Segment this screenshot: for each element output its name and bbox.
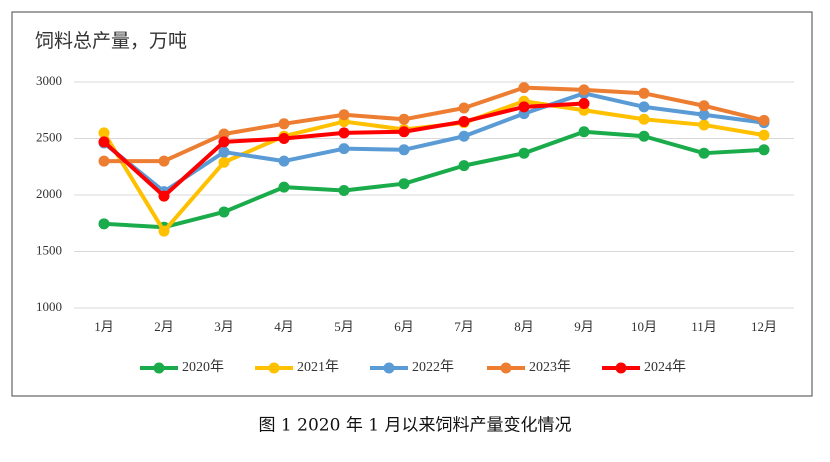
data-point: [518, 147, 530, 159]
data-point: [98, 136, 110, 148]
data-point: [278, 118, 290, 130]
chart-frame: [11, 11, 813, 397]
x-tick-label: 6月: [394, 319, 414, 334]
data-point: [398, 178, 410, 190]
data-point: [278, 155, 290, 167]
legend-marker: [153, 362, 165, 374]
legend-label: 2021年: [297, 359, 339, 375]
data-point: [278, 181, 290, 193]
data-point: [278, 133, 290, 144]
legend-label: 2024年: [644, 359, 686, 375]
data-point: [458, 116, 470, 128]
data-point: [578, 84, 590, 96]
data-point: [218, 146, 230, 158]
data-point: [518, 82, 530, 94]
data-point: [698, 109, 710, 121]
data-point: [158, 155, 170, 167]
data-point: [578, 126, 590, 138]
data-point: [158, 190, 170, 202]
data-point: [758, 114, 770, 126]
data-point: [218, 136, 230, 148]
data-point: [218, 206, 230, 218]
data-point: [698, 100, 710, 112]
legend-marker: [615, 362, 627, 374]
data-point: [338, 127, 350, 139]
x-tick-label: 8月: [514, 319, 534, 334]
data-point: [638, 101, 650, 113]
data-point: [458, 130, 470, 142]
y-tick-label: 1000: [36, 299, 62, 314]
data-point: [218, 156, 230, 168]
data-point: [398, 126, 410, 138]
series-line: [103, 129, 765, 230]
legend-marker: [500, 362, 512, 374]
x-tick-label: 9月: [574, 319, 594, 334]
data-point: [698, 119, 710, 131]
data-point: [458, 160, 470, 172]
data-point: [338, 109, 350, 121]
data-point: [698, 147, 710, 159]
x-tick-label: 1月: [94, 319, 114, 334]
x-tick-label: 3月: [214, 319, 234, 334]
data-point: [758, 129, 770, 141]
data-point: [98, 218, 110, 230]
x-tick-label: 10月: [631, 319, 657, 334]
y-tick-label: 1500: [36, 242, 62, 257]
legend-label: 2022年: [412, 359, 454, 375]
data-point: [458, 102, 470, 114]
data-point: [398, 113, 410, 125]
x-tick-label: 12月: [751, 319, 777, 334]
y-tick-label: 3000: [36, 73, 62, 88]
chart-title: 饲料总产量，万吨: [35, 30, 187, 52]
data-point: [398, 144, 410, 156]
y-tick-label: 2500: [36, 129, 62, 144]
data-point: [578, 97, 590, 109]
data-point: [338, 143, 350, 155]
legend-marker: [268, 362, 280, 374]
data-point: [758, 144, 770, 156]
data-point: [638, 87, 650, 99]
x-tick-label: 11月: [691, 319, 717, 334]
series-line: [102, 91, 765, 194]
x-tick-label: 7月: [454, 319, 474, 334]
legend-marker: [383, 362, 395, 374]
data-point: [218, 128, 230, 140]
data-point: [638, 113, 650, 125]
x-tick-label: 5月: [334, 319, 354, 334]
data-point: [158, 225, 170, 237]
x-tick-label: 4月: [274, 319, 294, 334]
data-point: [638, 130, 650, 142]
data-point: [338, 184, 350, 196]
y-tick-label: 2000: [36, 186, 62, 201]
legend-label: 2020年: [182, 359, 224, 375]
legend-label: 2023年: [529, 359, 571, 375]
series-line: [104, 85, 765, 164]
caption: 图 1 2020 年 1 月以来饲料产量变化情况: [259, 416, 572, 436]
data-point: [98, 127, 110, 139]
data-point: [98, 155, 110, 167]
data-point: [518, 101, 530, 113]
x-tick-label: 2月: [154, 319, 174, 334]
